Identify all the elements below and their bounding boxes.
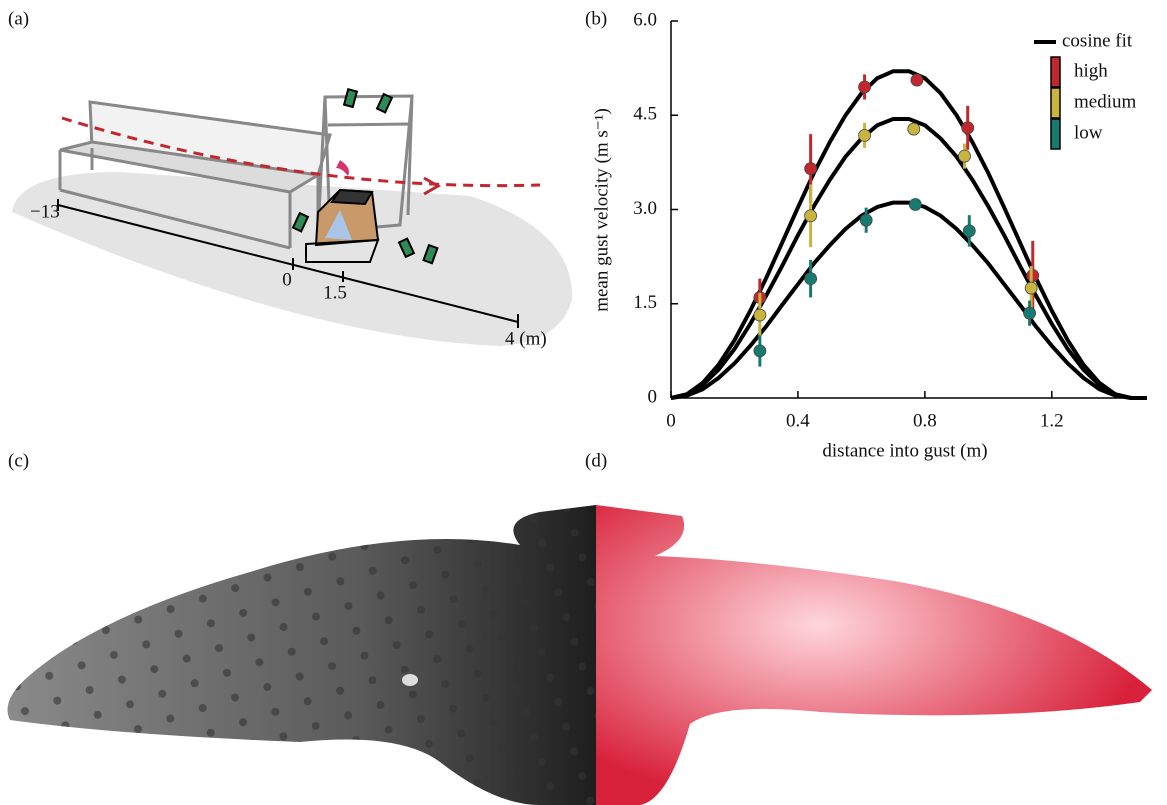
data-point — [858, 80, 871, 94]
axis-label: −13 — [30, 201, 60, 222]
data-point — [858, 128, 871, 142]
legend-label: medium — [1074, 91, 1136, 112]
x-axis-title: distance into gust (m) — [822, 440, 987, 461]
fit-curve — [670, 200, 1147, 400]
apparatus-illustration — [12, 88, 573, 346]
x-tick-label: 1.2 — [1040, 410, 1064, 431]
data-point — [1023, 306, 1036, 320]
x-tick-label: 0.4 — [786, 410, 810, 431]
data-point — [804, 209, 818, 223]
scan-image — [7, 505, 596, 805]
x-tick-label: 0.8 — [913, 410, 937, 431]
data-point — [753, 344, 767, 358]
legend-label: low — [1074, 122, 1103, 143]
y-tick-label: 4.5 — [633, 104, 657, 125]
data-point — [961, 121, 975, 135]
panel-label: (a) — [8, 8, 29, 29]
data-point — [962, 224, 976, 238]
axis-label: 1.5 — [323, 282, 347, 303]
y-tick-label: 1.5 — [633, 292, 657, 313]
axis-label: 4 (m) — [505, 328, 547, 349]
x-tick-label: 0 — [666, 410, 676, 431]
data-point — [958, 149, 971, 163]
legend-swatch — [1050, 56, 1061, 88]
data-point — [910, 73, 924, 87]
y-tick-label: 0 — [648, 386, 658, 407]
panel-label: (d) — [585, 450, 607, 471]
data-point — [1024, 281, 1038, 295]
data-point — [753, 308, 767, 322]
legend-label: cosine fit — [1062, 30, 1133, 51]
data-point — [859, 213, 873, 227]
data-point — [907, 122, 921, 136]
fit-curve — [670, 69, 1147, 400]
legend-swatch — [1050, 118, 1061, 150]
plot-area: 0 1.5 3.0 4.5 6.0 0 0.4 0.8 1.2 cosine fit high med… — [633, 9, 1147, 431]
data-point — [1026, 269, 1040, 282]
fit-curve — [670, 117, 1147, 400]
panel-label: (b) — [585, 8, 607, 29]
y-axis-title: mean gust velocity (m s⁻¹) — [591, 108, 612, 312]
data-point — [804, 162, 818, 176]
surface-model — [596, 505, 1152, 805]
data-point — [908, 198, 922, 211]
y-tick-label: 3.0 — [633, 198, 657, 219]
legend-swatch — [1050, 87, 1061, 119]
legend-label: high — [1074, 60, 1108, 81]
y-tick-label: 6.0 — [633, 9, 657, 30]
panel-label: (c) — [8, 450, 29, 471]
axis-label: 0 — [282, 269, 292, 290]
data-point — [804, 272, 818, 286]
